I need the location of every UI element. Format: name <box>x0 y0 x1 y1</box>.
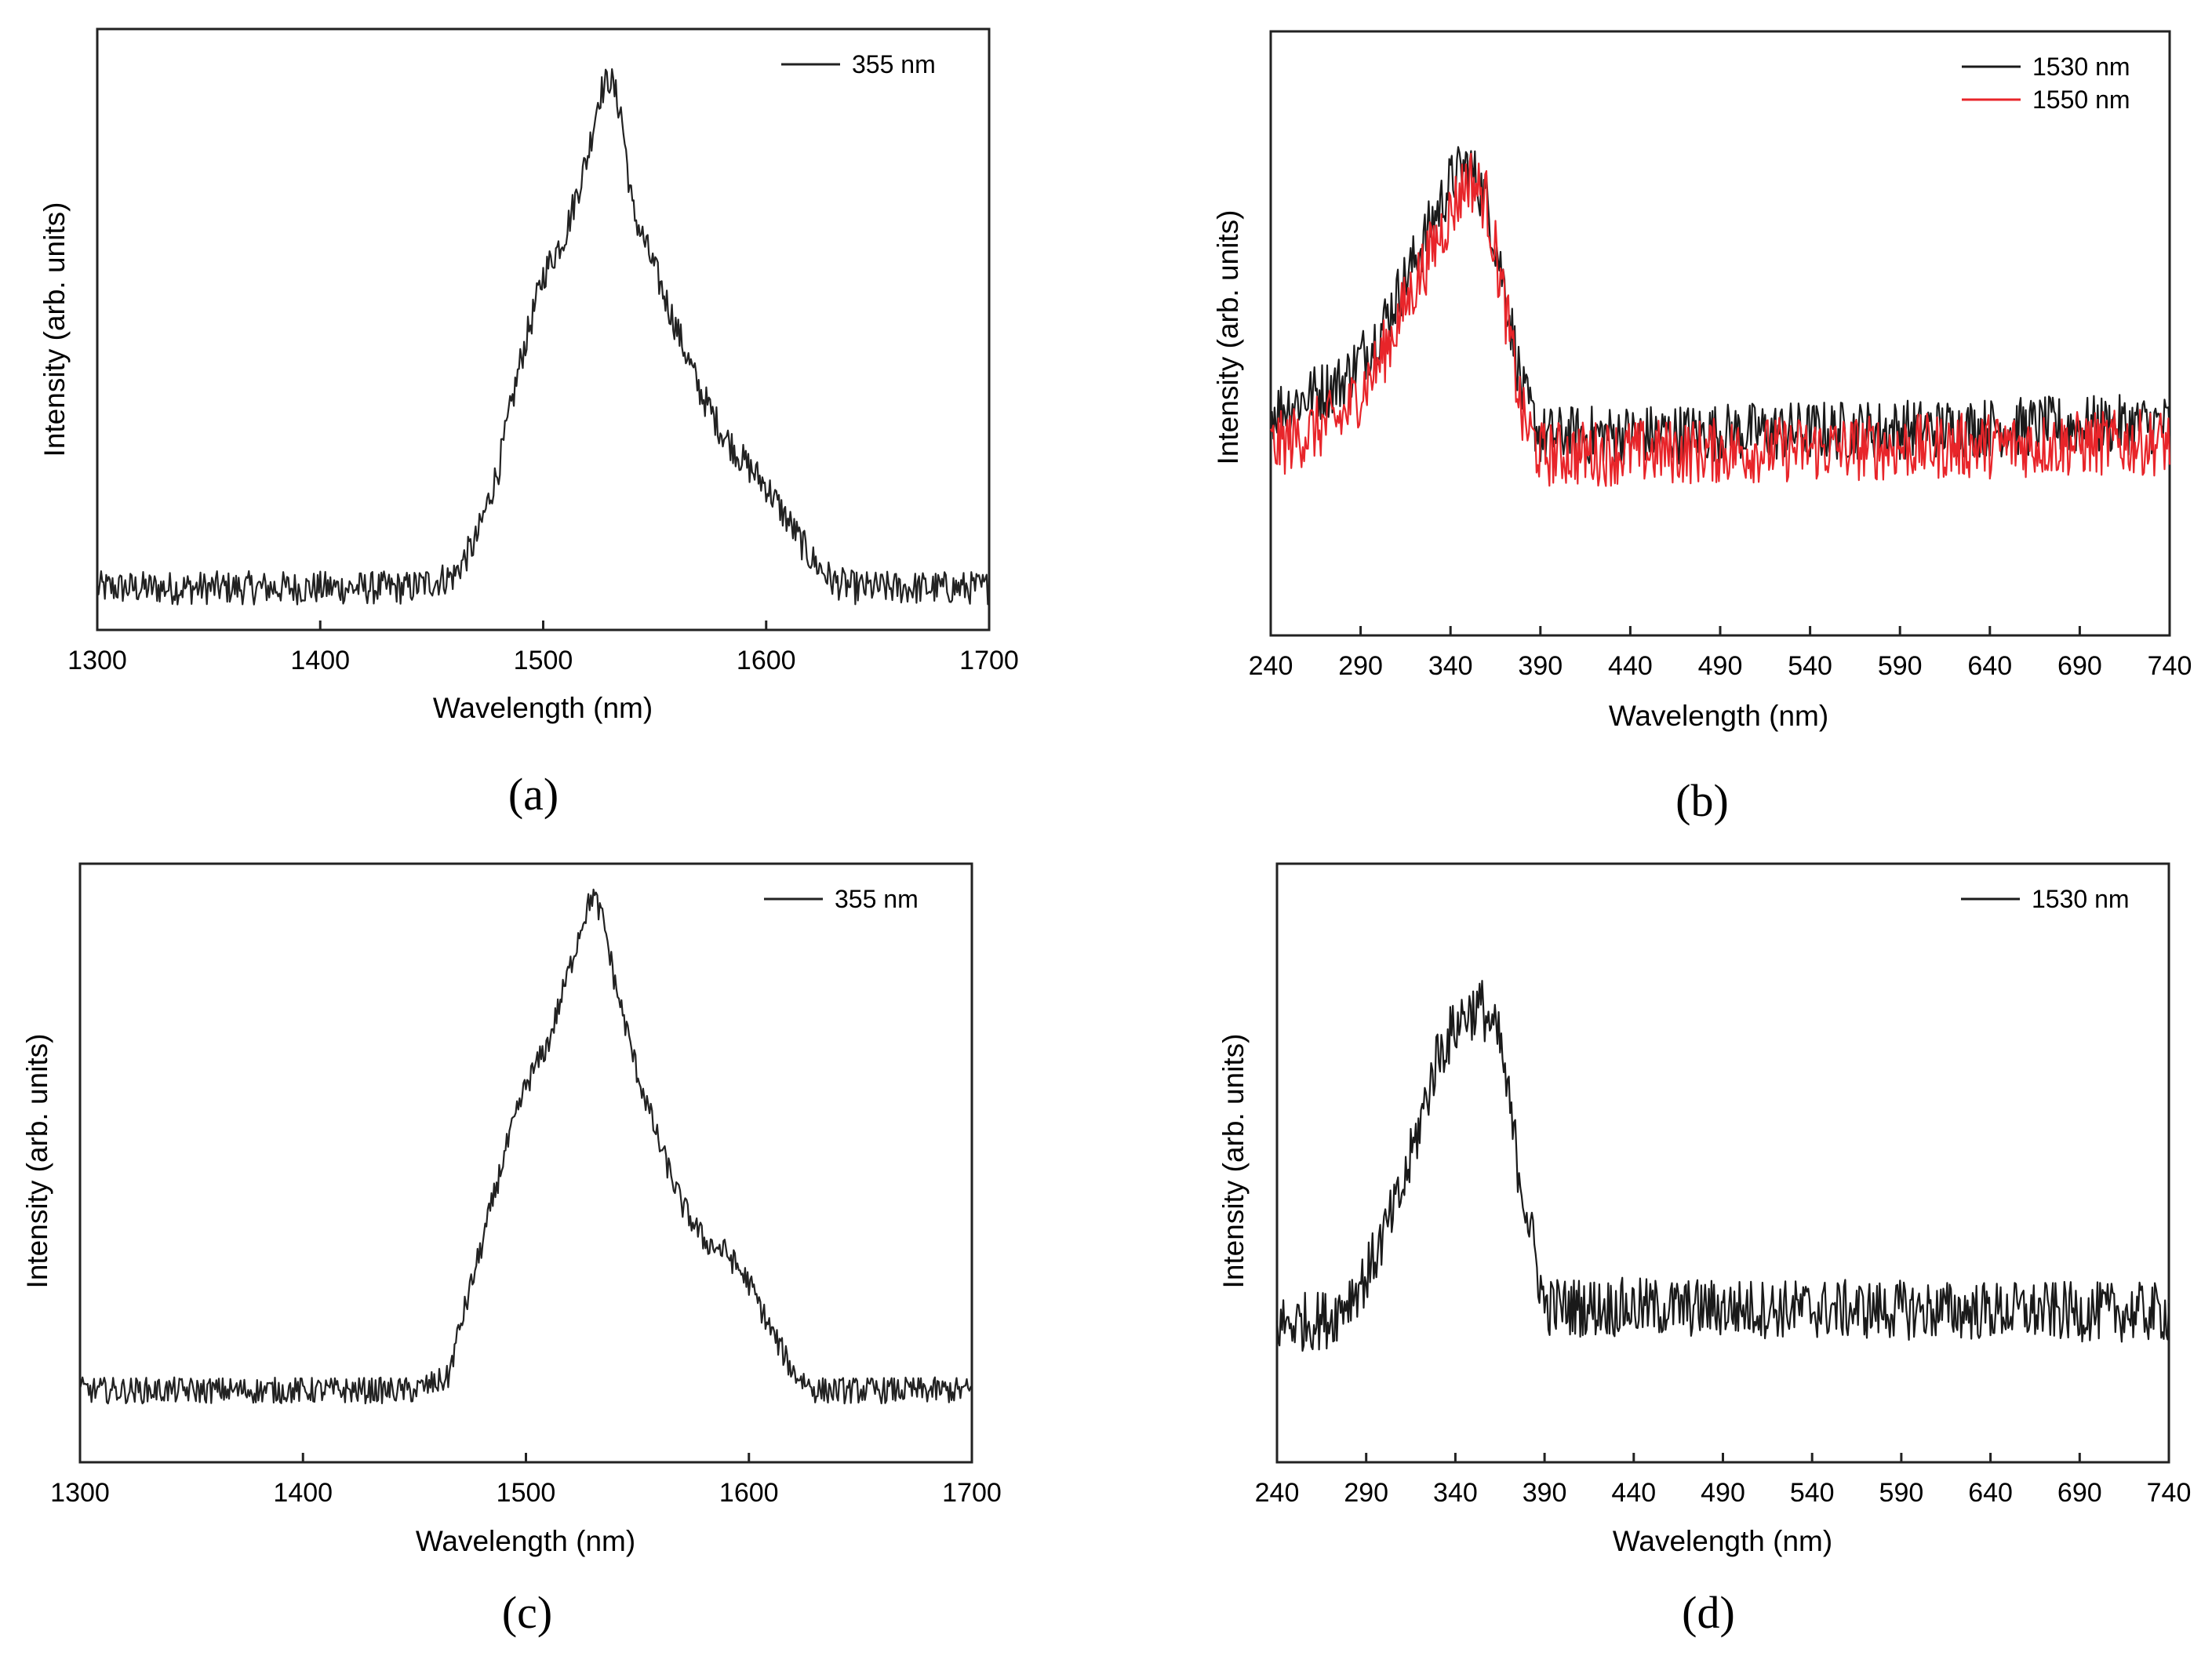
x-tick-label-b-3: 390 <box>1518 651 1563 681</box>
panel-c: 1300 1400 1500 1600 1700 355 nm Wavelength (… <box>21 862 1002 1638</box>
x-tick-label-b-6: 540 <box>1788 651 1832 681</box>
plot-lines-a <box>96 68 990 606</box>
series-line-b-1 <box>1270 152 2171 487</box>
x-tick-label-c-0: 1300 <box>50 1478 110 1508</box>
y-axis-title-a: Intensity (arb. units) <box>38 202 71 457</box>
x-axis-title-a: Wavelength (nm) <box>433 692 653 724</box>
legend-label-b-1: 1550 nm <box>2032 86 2130 114</box>
x-tick-label-b-5: 490 <box>1698 651 1743 681</box>
panel-label-c: (c) <box>502 1587 552 1638</box>
plot-lines-c <box>78 888 973 1405</box>
x-tick-label-d-7: 590 <box>1879 1478 1924 1508</box>
x-tick-label-d-8: 640 <box>1968 1478 2013 1508</box>
series-line-c-0 <box>78 888 973 1405</box>
x-ticks-b: 240 290 340 390 440 490 540 590 640 690 740 <box>1249 626 2192 681</box>
x-tick-label-d-0: 240 <box>1255 1478 1300 1508</box>
x-tick-label-d-4: 440 <box>1611 1478 1656 1508</box>
x-tick-label-d-1: 290 <box>1344 1478 1388 1508</box>
x-tick-label-c-1: 1400 <box>273 1478 333 1508</box>
x-tick-label-d-2: 340 <box>1433 1478 1478 1508</box>
x-tick-label-c-4: 1700 <box>942 1478 1002 1508</box>
x-tick-label-d-5: 490 <box>1701 1478 1745 1508</box>
plot-lines-d <box>1275 980 2170 1352</box>
x-tick-label-b-4: 440 <box>1608 651 1653 681</box>
x-axis-title-b: Wavelength (nm) <box>1609 700 1828 732</box>
x-tick-label-a-3: 1600 <box>737 646 796 675</box>
panel-a: 1300 1400 1500 1600 1700 355 nm Wavelength (… <box>38 27 1019 820</box>
plot-frame-b <box>1269 30 2171 637</box>
x-tick-label-b-0: 240 <box>1249 651 1293 681</box>
x-axis-title-c: Wavelength (nm) <box>416 1525 635 1557</box>
x-tick-label-d-3: 390 <box>1523 1478 1567 1508</box>
x-tick-label-b-10: 740 <box>2148 651 2192 681</box>
x-tick-label-a-1: 1400 <box>290 646 350 675</box>
x-tick-label-a-2: 1500 <box>514 646 573 675</box>
plot-lines-b <box>1270 146 2171 487</box>
x-ticks-d: 240 290 340 390 440 490 540 590 640 690 740 <box>1255 1453 2192 1508</box>
series-line-d-0 <box>1275 980 2170 1352</box>
x-tick-label-d-10: 740 <box>2147 1478 2192 1508</box>
plot-frame-c <box>78 862 973 1464</box>
x-tick-label-a-0: 1300 <box>67 646 127 675</box>
plot-frame-a <box>96 27 991 631</box>
legend-label-b-0: 1530 nm <box>2032 53 2130 81</box>
legend-b: 1530 nm 1550 nm <box>1962 53 2130 114</box>
series-line-a-0 <box>96 68 990 606</box>
legend-label-a-0: 355 nm <box>852 50 936 78</box>
panel-label-d: (d) <box>1682 1587 1735 1638</box>
panel-b: 240 290 340 390 440 490 540 590 640 690 740 1530 n… <box>1212 30 2192 826</box>
legend-c: 355 nm <box>764 885 919 913</box>
panel-label-a: (a) <box>508 769 558 820</box>
y-axis-title-b: Intensity (arb. units) <box>1212 210 1244 465</box>
x-tick-label-a-4: 1700 <box>959 646 1019 675</box>
x-tick-label-d-9: 690 <box>2057 1478 2102 1508</box>
x-tick-label-b-7: 590 <box>1878 651 1923 681</box>
x-tick-label-c-2: 1500 <box>497 1478 556 1508</box>
x-tick-label-b-2: 340 <box>1428 651 1473 681</box>
y-axis-title-d: Intensity (arb. units) <box>1217 1034 1250 1289</box>
legend-d: 1530 nm <box>1961 885 2130 913</box>
legend-label-c-0: 355 nm <box>835 885 919 913</box>
x-tick-label-c-3: 1600 <box>719 1478 779 1508</box>
y-axis-title-c: Intensity (arb. units) <box>21 1034 53 1289</box>
legend-a: 355 nm <box>781 50 936 78</box>
panel-label-b: (b) <box>1675 775 1729 826</box>
x-axis-title-d: Wavelength (nm) <box>1613 1525 1832 1557</box>
x-ticks-c: 1300 1400 1500 1600 1700 <box>50 1453 1002 1508</box>
x-tick-label-b-9: 690 <box>2057 651 2102 681</box>
legend-label-d-0: 1530 nm <box>2032 885 2130 913</box>
panel-d: 240 290 340 390 440 490 540 590 640 690 740 1530 n… <box>1217 862 2192 1638</box>
series-line-b-0 <box>1270 146 2171 465</box>
x-tick-label-b-1: 290 <box>1338 651 1383 681</box>
x-ticks-a: 1300 1400 1500 1600 1700 <box>67 621 1019 675</box>
x-tick-label-d-6: 540 <box>1790 1478 1835 1508</box>
x-tick-label-b-8: 640 <box>1967 651 2012 681</box>
